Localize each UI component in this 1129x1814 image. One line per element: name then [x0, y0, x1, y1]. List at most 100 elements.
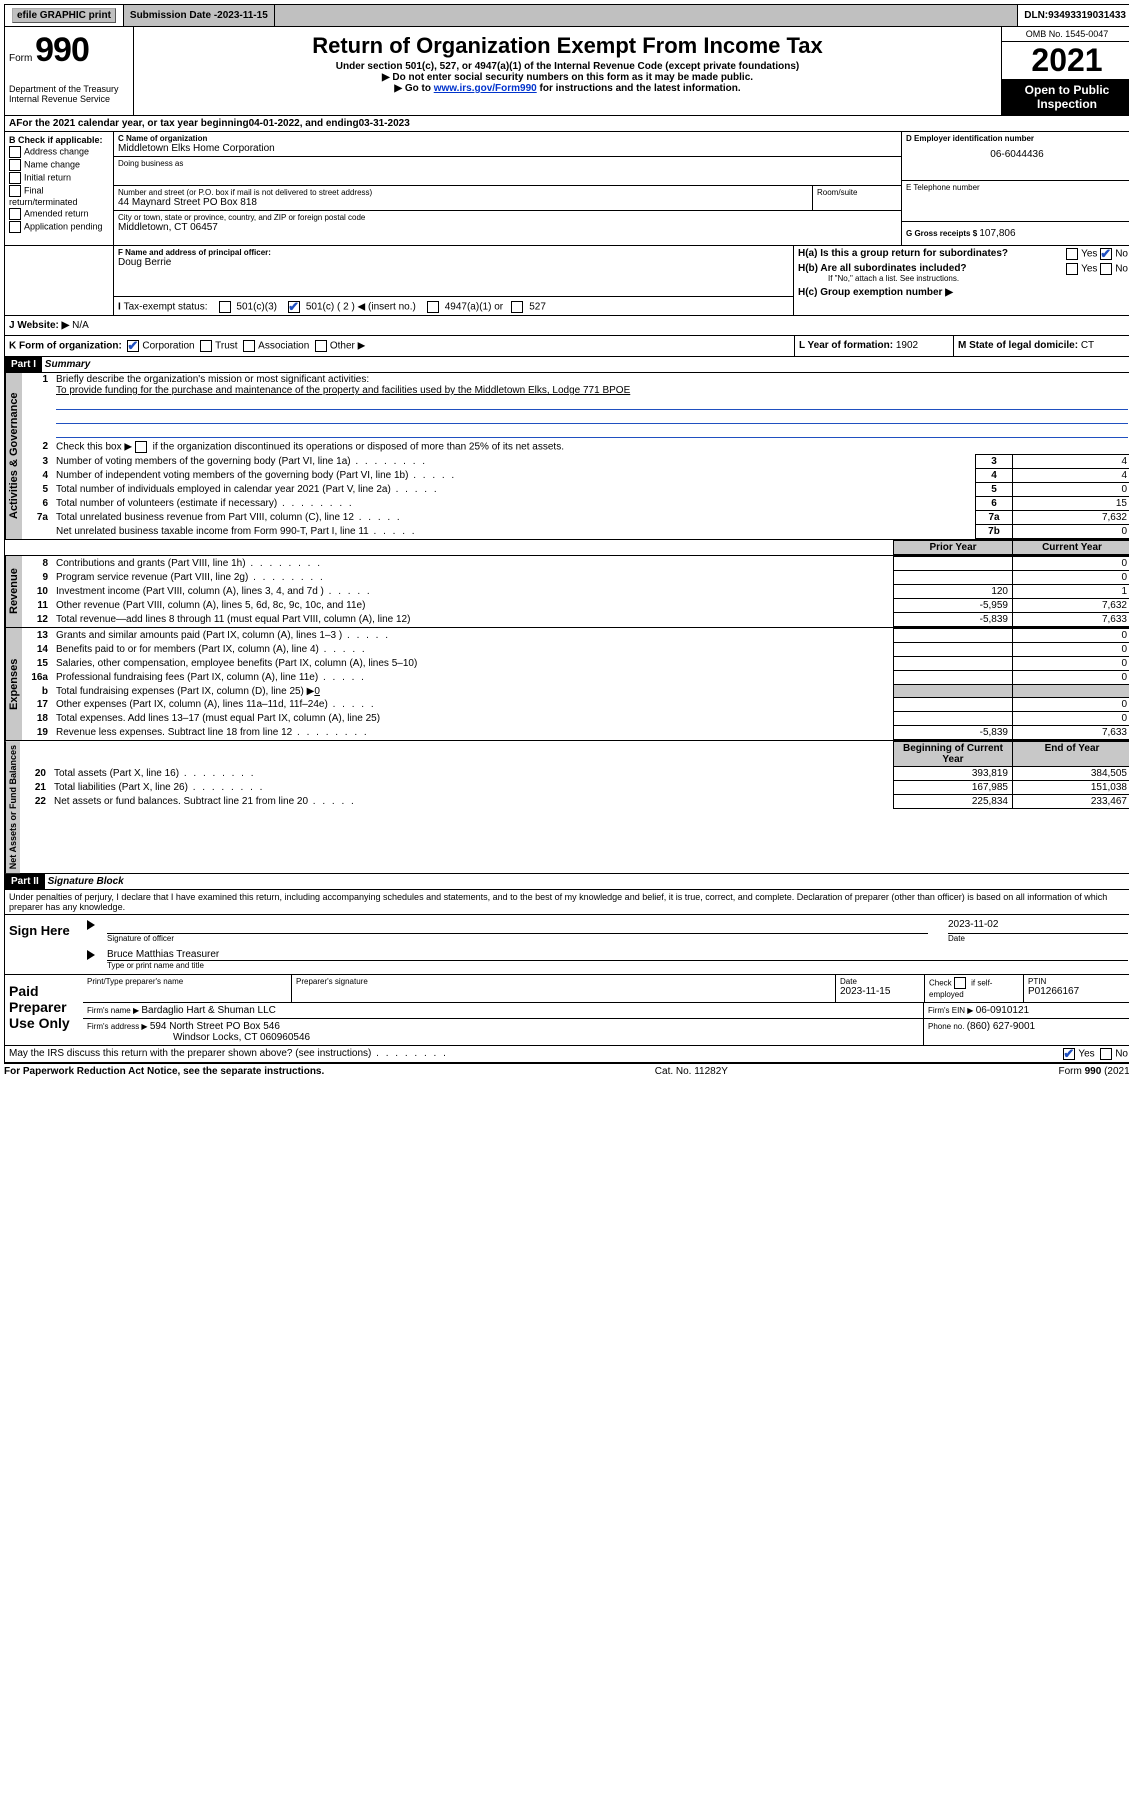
chk-other[interactable] [315, 340, 327, 352]
irs-link[interactable]: www.irs.gov/Form990 [434, 83, 537, 94]
l2-pre: Check this box ▶ [56, 442, 135, 453]
dln-label: DLN: [1024, 10, 1048, 21]
chk-amended[interactable]: Amended return [9, 208, 109, 220]
line-k-l-m: K Form of organization: Corporation Trus… [4, 336, 1129, 357]
chk-501c[interactable] [288, 301, 300, 313]
l19-current: 7,633 [1013, 726, 1129, 740]
chk-4947[interactable] [427, 301, 439, 313]
hb-yes-label: Yes [1081, 264, 1097, 275]
name-arrow-icon [87, 950, 95, 960]
officer-name: Bruce Matthias Treasurer [107, 949, 1128, 961]
name-label: Type or print name and title [107, 961, 1128, 970]
firm-addr-label: Firm's address ▶ [87, 1022, 150, 1031]
principal-officer: Doug Berrie [118, 257, 789, 268]
note2-post: for instructions and the latest informat… [540, 83, 741, 94]
l12-current: 7,633 [1013, 613, 1129, 627]
opt-527: 527 [529, 302, 546, 313]
footer-left: For Paperwork Reduction Act Notice, see … [4, 1066, 324, 1077]
mission-line-3 [56, 411, 1128, 424]
section-b-to-g: B Check if applicable: Address change Na… [4, 132, 1129, 246]
ha-label: H(a) Is this a group return for subordin… [798, 248, 1008, 259]
officer-signature-line[interactable] [107, 919, 928, 934]
footer-right-pre: Form [1059, 1066, 1085, 1077]
l22-label: Net assets or fund balances. Subtract li… [50, 795, 894, 809]
chk-527[interactable] [511, 301, 523, 313]
l13-current: 0 [1013, 629, 1129, 643]
hb-yes[interactable] [1066, 263, 1078, 275]
prior-year-header: Prior Year [894, 541, 1013, 555]
hb-label: H(b) Are all subordinates included? [798, 263, 967, 274]
dln-cell: DLN: 93493319031433 [1018, 5, 1129, 26]
submission-date-label: Submission Date - [130, 10, 217, 21]
chk-name-change[interactable]: Name change [9, 159, 109, 171]
sign-date-label: Date [948, 934, 1128, 943]
discuss-question: May the IRS discuss this return with the… [9, 1048, 448, 1060]
chk-assoc[interactable] [243, 340, 255, 352]
l16b-current [1013, 685, 1129, 698]
note2-pre: ▶ Go to [394, 83, 433, 94]
footer-mid: Cat. No. 11282Y [655, 1066, 728, 1077]
chk-discontinued[interactable] [135, 441, 147, 453]
c-name-label: C Name of organization [118, 134, 897, 143]
form-header: Form 990 Department of the Treasury Inte… [4, 27, 1129, 116]
hb-no[interactable] [1100, 263, 1112, 275]
chk-address-change[interactable]: Address change [9, 146, 109, 158]
l13-label: Grants and similar amounts paid (Part IX… [52, 629, 894, 643]
footer-right: Form 990 (2021) [1059, 1066, 1129, 1077]
opt-501c-pre: 501(c) ( [306, 302, 343, 313]
opt-trust: Trust [215, 341, 237, 352]
submission-date-cell: Submission Date - 2023-11-15 [124, 5, 275, 26]
l3-label: Number of voting members of the governin… [52, 455, 976, 469]
sign-here-label: Sign Here [5, 915, 83, 974]
chk-self-employed[interactable] [954, 977, 966, 989]
ptin-value: P01266167 [1028, 986, 1128, 997]
chk-corp[interactable] [127, 340, 139, 352]
l9-current: 0 [1013, 571, 1129, 585]
l4-label: Number of independent voting members of … [52, 469, 976, 483]
mission-line-2 [56, 397, 1128, 410]
opt-corp: Corporation [142, 341, 194, 352]
l14-prior [894, 643, 1013, 657]
tax-year: 2021 [1002, 42, 1129, 79]
f-spacer [5, 246, 114, 315]
l11-prior: -5,959 [894, 599, 1013, 613]
page-footer: For Paperwork Reduction Act Notice, see … [4, 1063, 1129, 1077]
chk-501c3[interactable] [219, 301, 231, 313]
submission-date-value: 2023-11-15 [217, 10, 268, 21]
discuss-yes[interactable] [1063, 1048, 1075, 1060]
l18-current: 0 [1013, 712, 1129, 726]
gross-receipts-label: G Gross receipts $ [906, 229, 979, 238]
l6-label: Total number of volunteers (estimate if … [52, 497, 976, 511]
firm-name: Bardaglio Hart & Shuman LLC [141, 1005, 276, 1016]
chk-final-return[interactable]: Final return/terminated [9, 185, 109, 207]
efile-graphic-button[interactable]: efile GRAPHIC print [12, 8, 116, 23]
chk-name-change-label: Name change [24, 159, 80, 169]
part-1-badge: Part I [5, 357, 42, 372]
l7b-label: Net unrelated business taxable income fr… [52, 525, 976, 539]
l10-prior: 120 [894, 585, 1013, 599]
l5-val: 0 [1013, 483, 1129, 497]
chk-initial-return[interactable]: Initial return [9, 172, 109, 184]
ha-no-label: No [1115, 249, 1128, 260]
top-bar: efile GRAPHIC print Submission Date - 20… [4, 4, 1129, 27]
pp-name-value [87, 986, 287, 1000]
discuss-no[interactable] [1100, 1048, 1112, 1060]
firm-ein-label: Firm's EIN ▶ [928, 1006, 976, 1015]
l17-current: 0 [1013, 698, 1129, 712]
tax-exempt-label: Tax-exempt status: [124, 302, 208, 313]
opt-4947: 4947(a)(1) or [445, 302, 503, 313]
l20-end: 384,505 [1013, 767, 1129, 781]
line-a-mid: , and ending [300, 118, 359, 129]
part-2-title: Signature Block [48, 876, 124, 887]
opt-501c-post: ) ◀ (insert no.) [349, 302, 416, 313]
l16b-val: 0 [314, 686, 320, 697]
ha-yes[interactable] [1066, 248, 1078, 260]
firm-name-label: Firm's name ▶ [87, 1006, 141, 1015]
l7a-val: 7,632 [1013, 511, 1129, 525]
l12-label: Total revenue—add lines 8 through 11 (mu… [52, 613, 894, 627]
chk-trust[interactable] [200, 340, 212, 352]
l11-current: 7,632 [1013, 599, 1129, 613]
year-formation: 1902 [896, 340, 918, 351]
ha-no[interactable] [1100, 248, 1112, 260]
chk-app-pending[interactable]: Application pending [9, 221, 109, 233]
